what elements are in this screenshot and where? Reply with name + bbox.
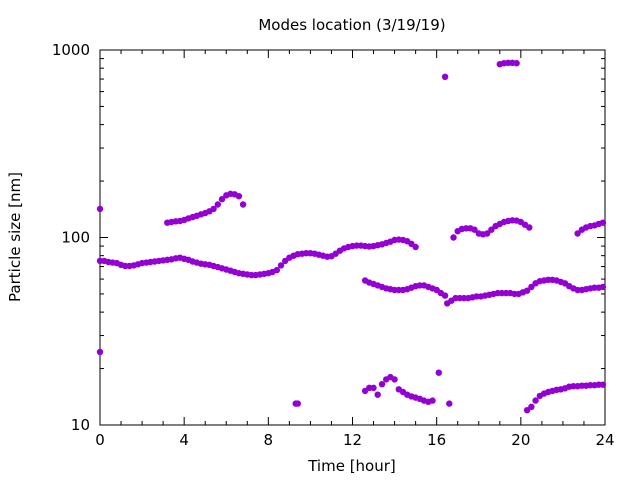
data-point	[450, 234, 457, 241]
x-tick-label: 24	[595, 431, 614, 449]
data-point	[210, 205, 217, 213]
y-tick-label: 10	[71, 416, 90, 434]
data-point	[488, 226, 495, 233]
data-point	[374, 391, 381, 398]
data-point	[412, 243, 419, 251]
data-point	[277, 262, 285, 269]
data-point	[599, 381, 607, 388]
data-point	[513, 60, 520, 67]
data-point	[446, 400, 453, 407]
y-axis-label: Particle size [nm]	[6, 172, 24, 302]
axis-ticks: 0 4 8 12 16 20 24 10 100 1000	[52, 41, 615, 449]
data-point	[239, 201, 247, 208]
data-point	[599, 283, 607, 291]
data-point	[528, 283, 535, 291]
data-point	[218, 196, 226, 203]
data-point	[235, 193, 243, 200]
data-point	[214, 201, 221, 208]
data-point	[526, 224, 533, 231]
data-point	[523, 407, 531, 414]
data-point	[523, 287, 531, 294]
data-point	[294, 400, 301, 407]
data-point	[441, 73, 449, 81]
data-point	[273, 266, 280, 274]
x-tick-label: 12	[343, 431, 362, 449]
data-point	[96, 205, 104, 213]
x-tick-label: 4	[179, 431, 189, 449]
data-point	[429, 397, 436, 404]
plot-area	[99, 49, 606, 426]
data-point	[370, 384, 377, 391]
data-point	[528, 403, 535, 410]
y-tick-label: 100	[61, 229, 90, 247]
data-point	[574, 230, 581, 237]
data-point	[599, 219, 607, 226]
data-point	[435, 369, 442, 376]
x-tick-label: 20	[511, 431, 530, 449]
data-point	[532, 397, 539, 404]
data-point	[378, 381, 386, 388]
chart-title: Modes location (3/19/19)	[258, 16, 445, 34]
x-tick-label: 0	[95, 431, 105, 449]
data-points	[96, 59, 607, 414]
data-point	[484, 230, 491, 237]
data-point	[471, 226, 478, 233]
data-point	[96, 348, 104, 356]
x-tick-label: 16	[427, 431, 446, 449]
x-axis-label: Time [hour]	[307, 457, 396, 475]
data-point	[391, 376, 398, 383]
x-tick-label: 8	[264, 431, 274, 449]
data-point	[441, 292, 449, 299]
y-tick-label: 1000	[52, 41, 90, 59]
